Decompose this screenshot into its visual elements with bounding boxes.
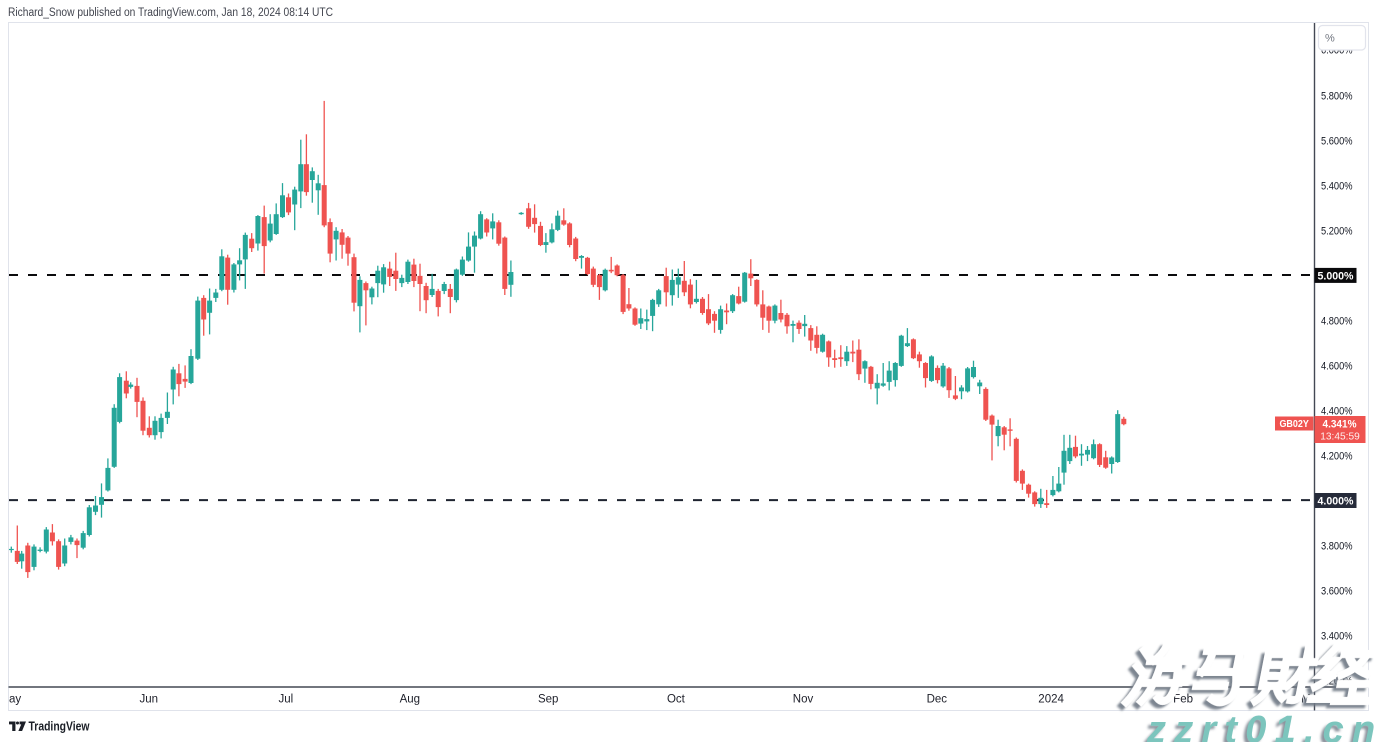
svg-text:5.400%: 5.400%	[1321, 180, 1353, 192]
svg-text:Dec: Dec	[927, 694, 948, 706]
svg-text:TradingView: TradingView	[29, 720, 90, 734]
svg-text:4.000%: 4.000%	[1318, 496, 1354, 508]
svg-text:Aug: Aug	[400, 694, 420, 706]
svg-text:3.400%: 3.400%	[1321, 631, 1353, 643]
svg-text:Nov: Nov	[793, 694, 814, 706]
svg-text:5.200%: 5.200%	[1321, 225, 1353, 237]
svg-text:5.600%: 5.600%	[1321, 135, 1353, 147]
svg-text:13:45:59: 13:45:59	[1320, 431, 1360, 443]
svg-text:ay: ay	[9, 694, 21, 706]
svg-text:Feb: Feb	[1173, 694, 1193, 706]
svg-text:5.800%: 5.800%	[1321, 90, 1353, 102]
svg-text:Jul: Jul	[278, 694, 293, 706]
svg-text:4.800%: 4.800%	[1321, 315, 1353, 327]
svg-text:4.200%: 4.200%	[1321, 451, 1353, 463]
svg-text:Richard_Snow published on Trad: Richard_Snow published on TradingView.co…	[8, 7, 333, 19]
svg-text:5.000%: 5.000%	[1318, 270, 1354, 282]
svg-text:3.600%: 3.600%	[1321, 586, 1353, 598]
svg-text:4.400%: 4.400%	[1321, 406, 1353, 418]
svg-text:zzrt01.cn: zzrt01.cn	[1146, 709, 1378, 742]
svg-text:Jun: Jun	[140, 694, 159, 706]
svg-text:GB02Y: GB02Y	[1279, 419, 1309, 430]
svg-text:4.600%: 4.600%	[1321, 360, 1353, 372]
svg-text:%: %	[1325, 33, 1335, 45]
svg-text:Sep: Sep	[538, 694, 558, 706]
svg-text:3.800%: 3.800%	[1321, 541, 1353, 553]
svg-text:Oct: Oct	[667, 694, 686, 706]
svg-text:4.341%: 4.341%	[1323, 419, 1357, 431]
svg-text:2024: 2024	[1038, 694, 1064, 706]
